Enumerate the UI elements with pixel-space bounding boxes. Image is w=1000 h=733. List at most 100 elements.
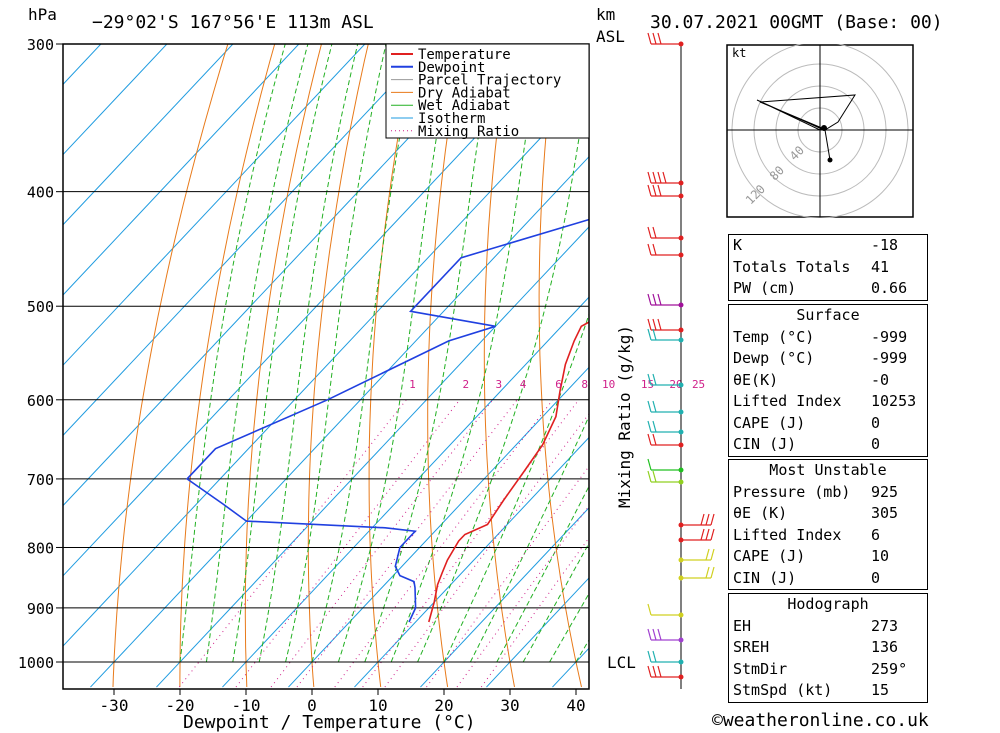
isotherm-line (63, 44, 102, 86)
wind-level-dot (678, 41, 684, 47)
stmdir-label: StmDir (733, 659, 788, 678)
isotherm-line (63, 44, 300, 296)
wet-adiabat-line (337, 44, 454, 663)
legend-label: Temperature (418, 47, 511, 63)
dry-adiabat-line (427, 44, 463, 688)
surface-thetae-value: -0 (871, 370, 890, 389)
wind-barb-flag (647, 373, 652, 386)
surface-cape-label: CAPE (J) (733, 413, 806, 432)
surface-thetae-label: θE(K) (733, 370, 779, 389)
mixing-ratio-axis-label: Mixing Ratio (g/kg) (615, 325, 634, 508)
mu-cape-value: 10 (871, 547, 890, 565)
wind-barb-flag (652, 243, 657, 256)
wind-barb-flag (647, 184, 652, 197)
legend-label: Wet Adiabat (418, 98, 511, 114)
y-tick-label: 300 (27, 36, 54, 54)
wind-barb-flag (647, 628, 652, 641)
mu-cin-label: CIN (J) (733, 568, 797, 587)
wind-barb-flag (652, 400, 657, 413)
wind-barb-flag (700, 513, 705, 526)
surface-cape-value: 0 (871, 413, 881, 432)
isotherm-line (354, 436, 589, 688)
dewpoint-profile (185, 218, 589, 623)
mu-title: Most Unstable (769, 461, 887, 479)
hodograph-trace (756, 94, 856, 161)
wind-barb-flag (657, 184, 662, 197)
wet-adiabat-line (443, 312, 589, 663)
plot-frame (62, 43, 590, 690)
mixing-ratio-line (235, 399, 461, 688)
temperature-profile (428, 321, 589, 623)
wind-barb-flag (652, 420, 657, 433)
wet-adiabat-line (469, 415, 589, 663)
mixing-ratio-line (270, 399, 494, 688)
wind-barb-flag (705, 566, 710, 579)
mixing-ratio-labels: 1 2 3 4 6 8 10 15 20 25 (409, 378, 705, 391)
dry-adiabat-line (483, 44, 515, 688)
hodograph-kt-label: kt (732, 46, 746, 60)
isotherm-line (222, 296, 589, 688)
wind-barb-flag (647, 328, 652, 341)
x-tick-label: 10 (368, 696, 387, 715)
y-tick-label: 800 (27, 539, 54, 557)
eh-value: 273 (871, 616, 899, 635)
mixing-ratio-line (426, 465, 589, 688)
wind-barb-flag (710, 513, 715, 526)
wind-barb-flag (705, 548, 710, 561)
tt-value: 41 (871, 257, 890, 276)
x-tick-label: 40 (566, 696, 585, 715)
dry-adiabat-line (975, 27, 1000, 687)
y-tick-label: 400 (27, 184, 54, 202)
hodo-title: Hodograph (787, 595, 869, 613)
mixing-ratio-label: 4 (520, 378, 527, 391)
mu-thetae-value: 305 (871, 504, 899, 522)
x-tick-label: -30 (100, 696, 129, 715)
wind-barb-flag (652, 665, 657, 678)
srh-value: 136 (871, 638, 899, 656)
y-axis-ticks: 300 400 500 600 700 800 900 1000 (18, 36, 63, 672)
hodograph-plot: kt 40 80 120 (726, 44, 914, 218)
wind-barb-flag (647, 470, 652, 483)
legend-label: Parcel Trajectory (418, 73, 561, 89)
wind-barb-flag (652, 32, 657, 45)
wind-level-dot (678, 557, 684, 563)
wet-adiabat-line (549, 592, 589, 663)
wind-level-dot (678, 382, 684, 388)
wind-barb-flag (652, 650, 657, 663)
k-label: K (733, 236, 743, 254)
indices-table: K -18 Totals Totals 41 PW (cm) 0.66 (728, 234, 928, 301)
wind-barb-flag (652, 433, 657, 446)
mixing-ratio-label: 10 (602, 378, 615, 391)
wind-barb-flag (710, 548, 715, 561)
stmspd-label: StmSpd (kt) (733, 681, 833, 699)
isotherm-line (156, 226, 589, 688)
tt-label: Totals Totals (733, 257, 851, 276)
isotherm-line (63, 44, 168, 156)
surface-li-value: 10253 (871, 392, 917, 410)
isotherm-line (288, 366, 589, 688)
y-tick-label: 500 (27, 298, 54, 316)
mixing-ratio-label: 2 (463, 378, 470, 391)
wind-level-dot (678, 180, 684, 186)
wind-level-dot (678, 522, 684, 528)
wind-level-dot (678, 442, 684, 448)
wind-barb-flag (647, 603, 652, 616)
dry-adiabat-line (112, 44, 229, 688)
wind-level-dot (678, 252, 684, 258)
dry-adiabat-line (307, 44, 369, 688)
surface-li-label: Lifted Index (733, 392, 842, 410)
wind-barb-flag (657, 665, 662, 678)
mixing-ratio-line (456, 504, 589, 688)
isotherm-line (420, 507, 589, 688)
wind-barb-flag (647, 433, 652, 446)
wind-level-dot (678, 659, 684, 665)
wind-level-dot (678, 429, 684, 435)
date-title: 30.07.2021 00GMT (Base: 00) (650, 12, 943, 33)
wind-barb-flag (647, 420, 652, 433)
hodograph-table: Hodograph EH 273 SREH 136 StmDir 259° StmSp… (728, 593, 928, 703)
wind-level-dot (678, 409, 684, 415)
stmspd-value: 15 (871, 681, 890, 699)
wind-barb-flag (652, 628, 657, 641)
